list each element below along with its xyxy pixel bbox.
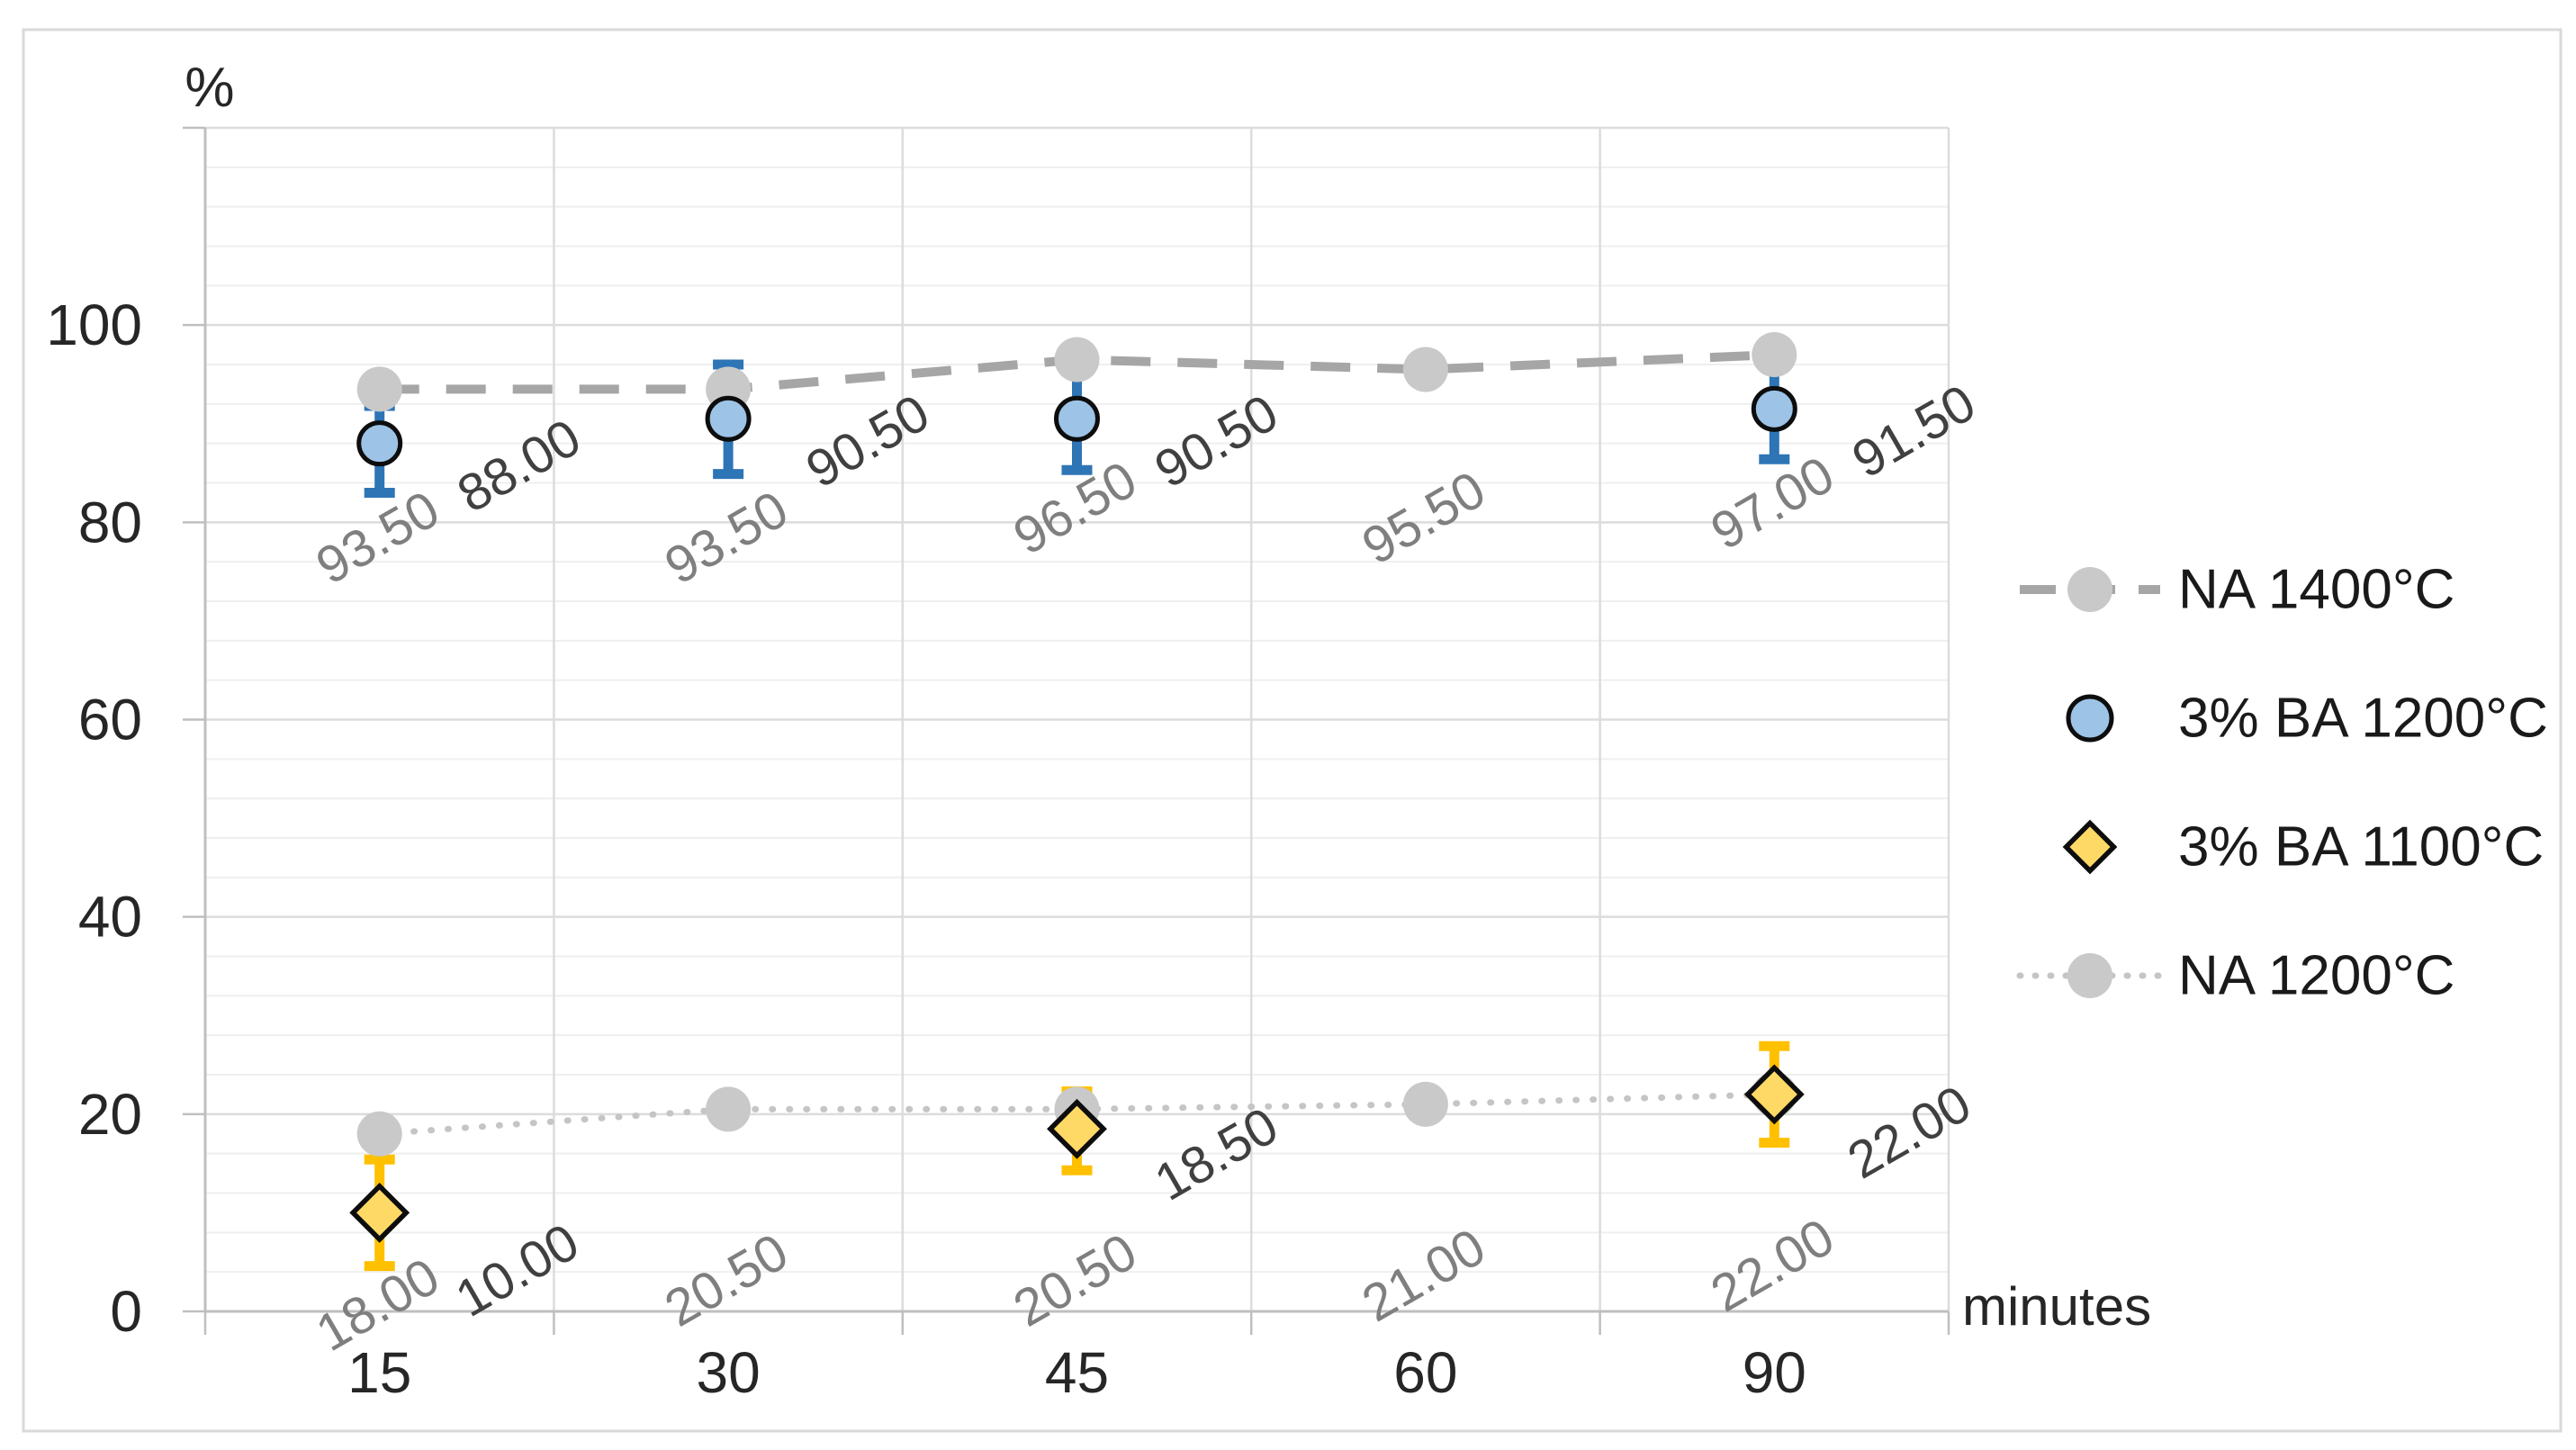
legend-item-3-ba-1100-c: 3% BA 1100°C bbox=[2062, 816, 2544, 878]
data-point-na-1400-c bbox=[1752, 332, 1797, 378]
data-label-na-1400-c: 93.50 bbox=[655, 480, 797, 596]
data-point-3-ba-1200-c bbox=[1054, 395, 1100, 442]
x-tick-label: 15 bbox=[347, 1340, 411, 1405]
data-point-3-ba-1200-c bbox=[1751, 385, 1797, 432]
data-label-na-1200-c: 20.50 bbox=[655, 1222, 797, 1338]
y-tick-label: 40 bbox=[78, 885, 142, 950]
data-point-3-ba-1200-c bbox=[705, 395, 752, 442]
x-tick-label: 90 bbox=[1743, 1340, 1806, 1405]
data-label-3-ba-1100-c: 22.00 bbox=[1838, 1074, 1980, 1190]
data-label-3-ba-1200-c: 90.50 bbox=[1145, 383, 1287, 500]
data-label-na-1400-c: 95.50 bbox=[1353, 460, 1495, 576]
y-tick-label: 100 bbox=[46, 293, 142, 357]
x-axis-title: minutes bbox=[1962, 1276, 2151, 1337]
legend-item-na-1200-c: NA 1200°C bbox=[2016, 945, 2454, 1007]
x-tick-label: 30 bbox=[697, 1340, 761, 1405]
legend-marker-3-ba-1200-c bbox=[2066, 694, 2114, 743]
data-point-3-ba-1100-c bbox=[1743, 1064, 1805, 1125]
data-point-3-ba-1100-c bbox=[349, 1182, 410, 1243]
legend-label: 3% BA 1200°C bbox=[2178, 688, 2548, 750]
data-point-na-1200-c bbox=[356, 1111, 402, 1157]
data-point-3-ba-1100-c bbox=[1047, 1098, 1107, 1159]
y-tick-label: 20 bbox=[78, 1082, 142, 1147]
y-tick-label: 0 bbox=[110, 1279, 142, 1344]
data-label-na-1200-c: 21.00 bbox=[1353, 1217, 1495, 1333]
data-point-na-1200-c bbox=[706, 1086, 752, 1132]
legend-label: NA 1400°C bbox=[2178, 559, 2454, 621]
data-point-na-1400-c bbox=[356, 366, 402, 412]
data-label-na-1200-c: 20.50 bbox=[1004, 1222, 1146, 1338]
data-label-3-ba-1200-c: 88.00 bbox=[448, 408, 590, 524]
chart-border bbox=[22, 28, 2562, 1433]
data-point-3-ba-1200-c bbox=[356, 420, 403, 467]
y-tick-label: 80 bbox=[78, 490, 142, 554]
data-point-na-1200-c bbox=[1402, 1081, 1448, 1127]
x-tick-label: 60 bbox=[1393, 1340, 1457, 1405]
legend-item-3-ba-1200-c: 3% BA 1200°C bbox=[2066, 688, 2548, 750]
legend-label: 3% BA 1100°C bbox=[2178, 816, 2544, 878]
data-label-3-ba-1200-c: 91.50 bbox=[1842, 374, 1985, 490]
legend-marker-na-1400-c bbox=[2067, 567, 2112, 612]
legend-item-na-1400-c: NA 1400°C bbox=[2020, 559, 2454, 621]
y-tick-label: 60 bbox=[78, 688, 142, 752]
y-axis-title: % bbox=[185, 57, 234, 119]
legend-label: NA 1200°C bbox=[2178, 945, 2454, 1007]
data-point-na-1400-c bbox=[1054, 337, 1100, 383]
data-point-na-1400-c bbox=[1402, 347, 1448, 392]
data-label-3-ba-1200-c: 90.50 bbox=[797, 383, 939, 500]
legend-marker-na-1200-c bbox=[2067, 953, 2112, 998]
x-tick-label: 45 bbox=[1045, 1340, 1109, 1405]
legend-marker-3-ba-1100-c bbox=[2062, 819, 2118, 875]
data-label-na-1200-c: 22.00 bbox=[1701, 1207, 1843, 1323]
